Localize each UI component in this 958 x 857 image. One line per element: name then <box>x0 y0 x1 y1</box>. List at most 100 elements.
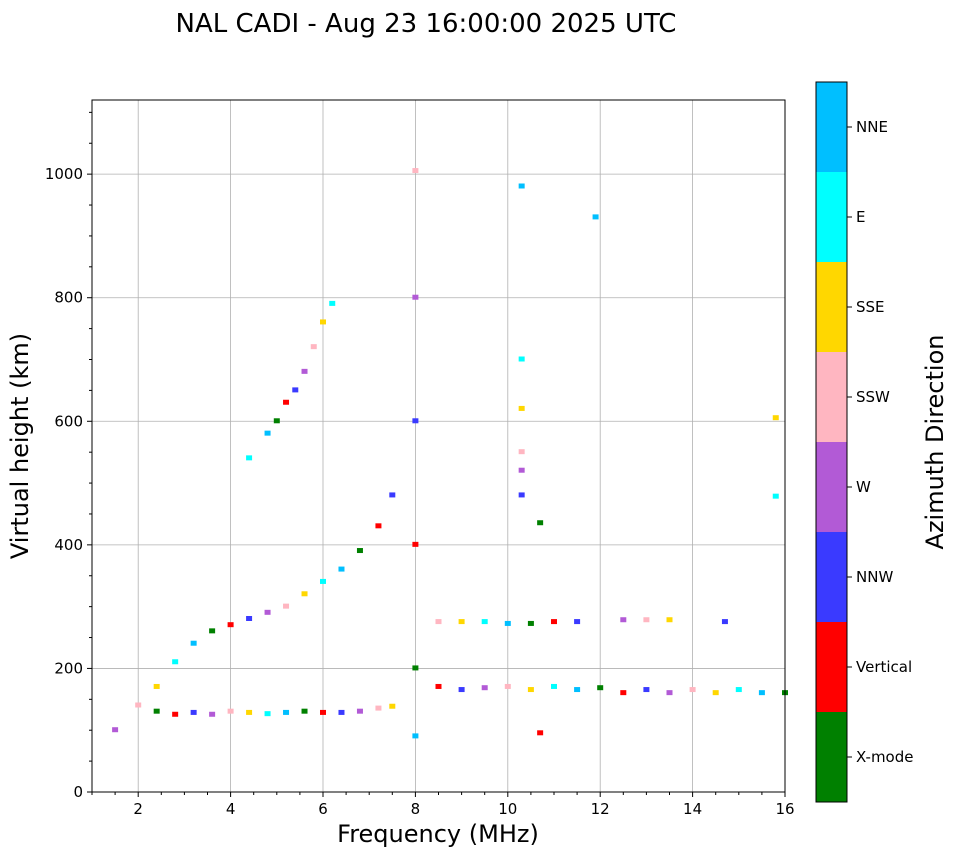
data-point <box>172 659 179 665</box>
colorbar-tick-label: SSW <box>856 388 890 406</box>
x-tick-label: 14 <box>683 800 702 818</box>
data-point <box>283 603 290 609</box>
grid-lines <box>92 100 786 793</box>
data-point <box>481 685 488 691</box>
data-point <box>264 609 271 615</box>
chart-title: NAL CADI - Aug 23 16:00:00 2025 UTC <box>176 9 677 39</box>
data-point <box>458 619 465 625</box>
data-point <box>172 711 179 717</box>
data-point <box>412 418 419 424</box>
data-point <box>320 709 326 715</box>
x-tick-label: 8 <box>411 800 421 818</box>
data-point <box>283 709 290 715</box>
colorbar-label: Azimuth Direction <box>921 335 949 550</box>
data-point <box>375 523 382 529</box>
data-point <box>504 620 511 626</box>
x-axis-ticks: 2 4 6 8 10 12 14 16 <box>91 792 795 818</box>
data-point <box>329 300 336 306</box>
colorbar-tick-label: NNE <box>856 118 888 136</box>
data-point <box>518 356 525 362</box>
data-point <box>301 368 308 374</box>
colorbar-swatch <box>816 172 847 262</box>
colorbar-tick-label: W <box>856 478 871 496</box>
y-tick-label: 400 <box>54 536 83 554</box>
data-point <box>283 399 290 405</box>
colorbar-frame <box>815 81 848 803</box>
data-point <box>518 492 525 498</box>
colorbar-tick-label: E <box>856 208 865 226</box>
data-point <box>551 619 557 625</box>
y-axis-ticks: 0 200 400 600 800 1000 <box>45 111 92 801</box>
data-point <box>574 619 581 625</box>
azimuth-colorbar: X-mode Vertical NNW W SSW SSE E NNE <box>816 82 913 802</box>
data-point <box>527 620 534 626</box>
data-point <box>481 619 488 625</box>
data-point <box>301 591 308 597</box>
data-point <box>758 690 765 696</box>
data-point <box>264 711 271 717</box>
data-point <box>620 617 627 623</box>
data-point <box>320 319 326 325</box>
data-point <box>689 687 696 693</box>
data-point <box>574 687 581 693</box>
data-point <box>537 730 544 736</box>
data-point <box>458 687 465 693</box>
data-point <box>338 566 345 572</box>
data-point <box>772 415 779 421</box>
data-point <box>537 520 544 526</box>
data-point <box>518 449 525 455</box>
colorbar-swatch <box>816 352 847 442</box>
data-point <box>412 168 419 174</box>
data-point <box>227 708 234 714</box>
data-point <box>153 683 160 689</box>
data-point <box>735 687 742 693</box>
data-point <box>527 687 534 693</box>
colorbar-swatch <box>816 532 847 622</box>
data-point <box>620 690 627 696</box>
colorbar-tick-label: X-mode <box>856 748 913 766</box>
data-point <box>112 727 119 733</box>
data-point <box>338 709 345 715</box>
data-points <box>112 168 788 739</box>
data-point <box>310 344 317 350</box>
y-tick-label: 200 <box>54 659 83 677</box>
data-point <box>190 640 197 646</box>
data-point <box>292 387 299 393</box>
colorbar-tick-label: SSE <box>856 298 885 316</box>
data-point <box>389 703 396 709</box>
data-point <box>273 418 280 424</box>
data-point <box>643 617 650 623</box>
colorbar-tick-label: Vertical <box>856 658 912 676</box>
data-point <box>412 665 419 671</box>
data-point <box>712 690 719 696</box>
data-point <box>375 705 382 711</box>
data-point <box>320 578 326 584</box>
colorbar-swatch <box>816 622 847 712</box>
data-point <box>246 616 253 621</box>
data-point <box>246 455 253 461</box>
data-point <box>209 628 216 634</box>
data-point <box>592 214 599 220</box>
colorbar-swatch <box>816 82 847 172</box>
data-point <box>389 492 396 498</box>
data-point <box>518 405 525 411</box>
data-point <box>264 430 271 436</box>
data-point <box>772 493 779 499</box>
y-tick-label: 800 <box>54 289 83 307</box>
x-tick-label: 4 <box>226 800 236 818</box>
data-point <box>356 548 363 554</box>
data-point <box>246 709 253 715</box>
y-tick-label: 1000 <box>45 165 83 183</box>
x-tick-label: 6 <box>318 800 328 818</box>
data-point <box>643 687 650 693</box>
x-tick-label: 10 <box>498 800 517 818</box>
data-point <box>666 617 673 623</box>
y-tick-label: 600 <box>54 412 83 430</box>
colorbar-swatch <box>816 262 847 352</box>
data-point <box>412 541 419 547</box>
data-point <box>209 711 216 717</box>
y-axis-label: Virtual height (km) <box>6 333 34 559</box>
data-point <box>301 708 308 714</box>
data-point <box>597 685 604 691</box>
data-point <box>435 619 442 625</box>
